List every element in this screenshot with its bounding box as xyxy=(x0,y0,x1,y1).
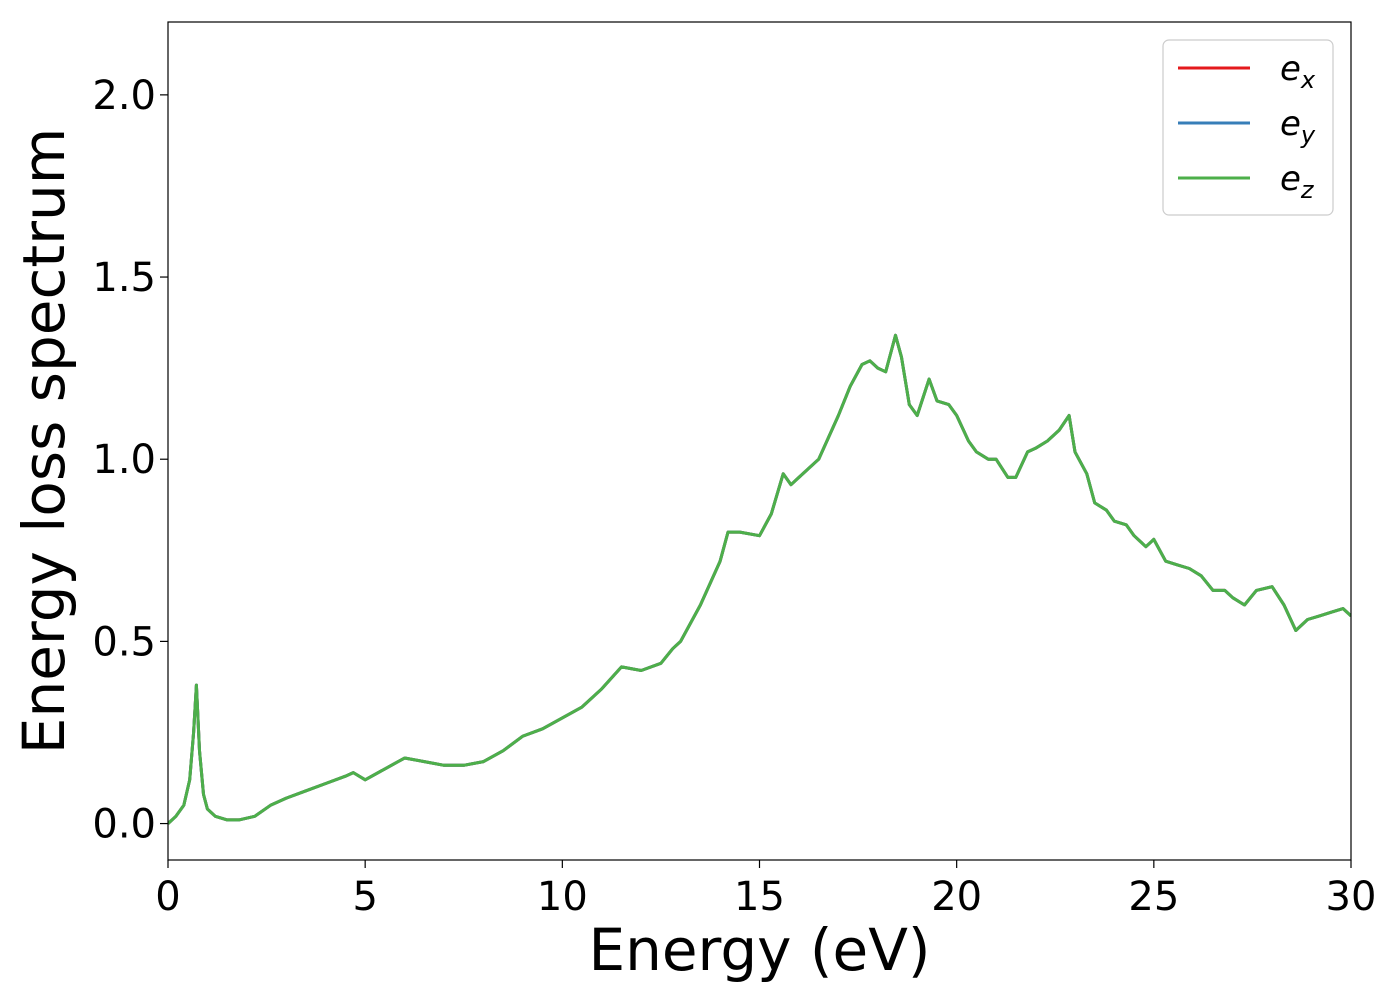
series-line-e-z xyxy=(168,333,1351,825)
x-axis-title: Energy (eV) xyxy=(588,916,930,984)
x-axis: 0 5 10 15 20 25 30 xyxy=(155,860,1376,920)
x-tick-label: 20 xyxy=(931,874,982,920)
x-tick-label: 0 xyxy=(155,874,180,920)
y-tick-label: 1.0 xyxy=(92,437,156,483)
x-tick-label: 30 xyxy=(1326,874,1377,920)
y-tick-label: 0.0 xyxy=(92,802,156,848)
legend-box xyxy=(1162,39,1334,216)
y-tick-label: 2.0 xyxy=(92,73,156,119)
legend: ex ey ez xyxy=(1162,39,1334,216)
x-tick-label: 25 xyxy=(1128,874,1179,920)
y-tick-label: 0.5 xyxy=(92,619,156,665)
x-tick-label: 15 xyxy=(734,874,785,920)
series-line-e-x xyxy=(168,333,1351,825)
series-line-e-y xyxy=(168,333,1351,825)
y-tick-label: 1.5 xyxy=(92,255,156,301)
y-axis-title: Energy loss spectrum xyxy=(10,128,78,754)
legend-label-e-z: ez xyxy=(1280,159,1315,204)
legend-label-e-y: ey xyxy=(1280,104,1316,149)
x-tick-label: 5 xyxy=(352,874,377,920)
legend-label-e-x: ex xyxy=(1280,49,1316,94)
y-axis: 0.0 0.5 1.0 1.5 2.0 xyxy=(92,73,168,848)
x-tick-label: 10 xyxy=(537,874,588,920)
